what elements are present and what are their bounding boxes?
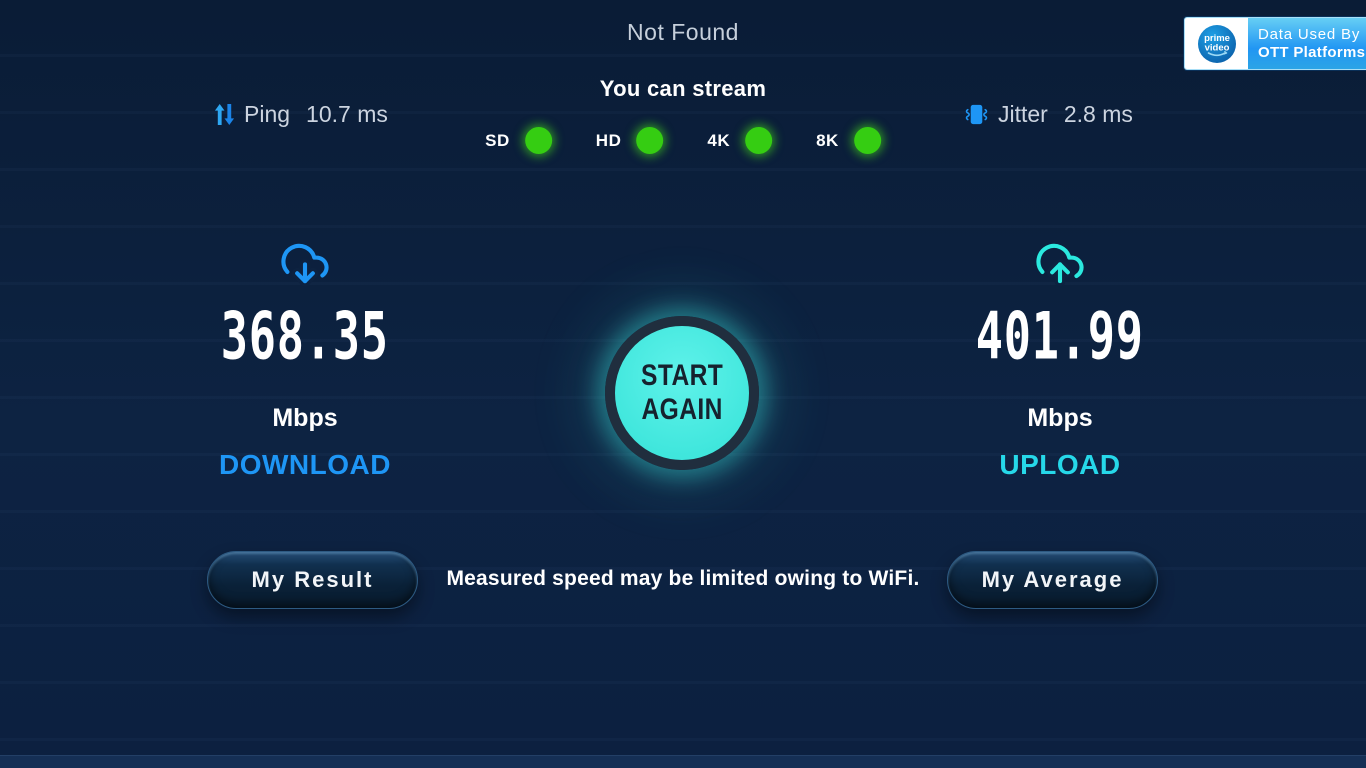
ott-data-badge: prime video Data Used By OTT Platforms bbox=[1184, 17, 1366, 70]
stream-status-dot-8k bbox=[853, 127, 881, 154]
start-again-label: START AGAIN bbox=[641, 359, 723, 426]
jitter-metric: Jitter 2.8 ms bbox=[963, 101, 1133, 128]
prime-video-logo-icon: prime video bbox=[1197, 24, 1236, 63]
stream-status-dot-sd bbox=[524, 127, 552, 154]
stream-item-8k: 8K bbox=[816, 127, 881, 154]
stream-item-sd: SD bbox=[485, 127, 552, 154]
upload-speed-value: 401.99 bbox=[975, 297, 1145, 375]
stream-indicators: SD HD 4K 8K bbox=[485, 127, 881, 154]
badge-text: Data Used By OTT Platforms bbox=[1248, 18, 1366, 69]
stream-label-sd: SD bbox=[485, 130, 510, 150]
wifi-note-text: Measured speed may be limited owing to W… bbox=[446, 567, 920, 590]
download-label: DOWNLOAD bbox=[219, 449, 391, 480]
stream-item-hd: HD bbox=[596, 127, 664, 154]
start-again-line1: START bbox=[640, 359, 724, 393]
badge-line2: OTT Platforms bbox=[1258, 44, 1366, 61]
my-result-button[interactable]: My Result bbox=[207, 551, 418, 609]
my-average-button[interactable]: My Average bbox=[947, 551, 1158, 609]
server-status-text: Not Found bbox=[627, 19, 739, 45]
jitter-label: Jitter bbox=[998, 101, 1048, 127]
prime-logo-line1: prime bbox=[1204, 33, 1230, 44]
stream-item-4k: 4K bbox=[707, 127, 773, 154]
ping-value: 10.7 ms bbox=[306, 101, 388, 127]
upload-panel: 401.99 Mbps UPLOAD bbox=[945, 240, 1175, 481]
stream-status-dot-hd bbox=[636, 127, 664, 154]
ping-arrows-icon bbox=[213, 101, 236, 128]
jitter-value: 2.8 ms bbox=[1063, 101, 1133, 127]
start-again-button[interactable]: START AGAIN bbox=[605, 316, 759, 470]
stream-label-4k: 4K bbox=[707, 130, 731, 150]
stream-title: You can stream bbox=[599, 76, 767, 101]
bottom-strip bbox=[0, 755, 1366, 768]
stream-status-dot-4k bbox=[745, 127, 773, 154]
stream-label-hd: HD bbox=[595, 130, 622, 150]
jitter-vibration-icon bbox=[963, 101, 990, 128]
prime-logo-line2: video bbox=[1204, 42, 1229, 53]
prime-video-tile: prime video bbox=[1185, 18, 1248, 69]
download-speed-value: 368.35 bbox=[220, 297, 390, 375]
upload-cloud-icon bbox=[1032, 240, 1088, 292]
upload-label: UPLOAD bbox=[999, 449, 1121, 480]
download-unit: Mbps bbox=[272, 404, 338, 432]
start-again-line2: AGAIN bbox=[641, 393, 723, 426]
stream-label-8k: 8K bbox=[816, 130, 839, 150]
upload-unit: Mbps bbox=[1027, 404, 1093, 432]
badge-line1: Data Used By bbox=[1258, 26, 1361, 43]
download-cloud-icon bbox=[277, 240, 333, 292]
ping-metric: Ping 10.7 ms bbox=[213, 101, 388, 128]
download-panel: 368.35 Mbps DOWNLOAD bbox=[190, 240, 420, 481]
ping-label: Ping bbox=[244, 101, 291, 127]
